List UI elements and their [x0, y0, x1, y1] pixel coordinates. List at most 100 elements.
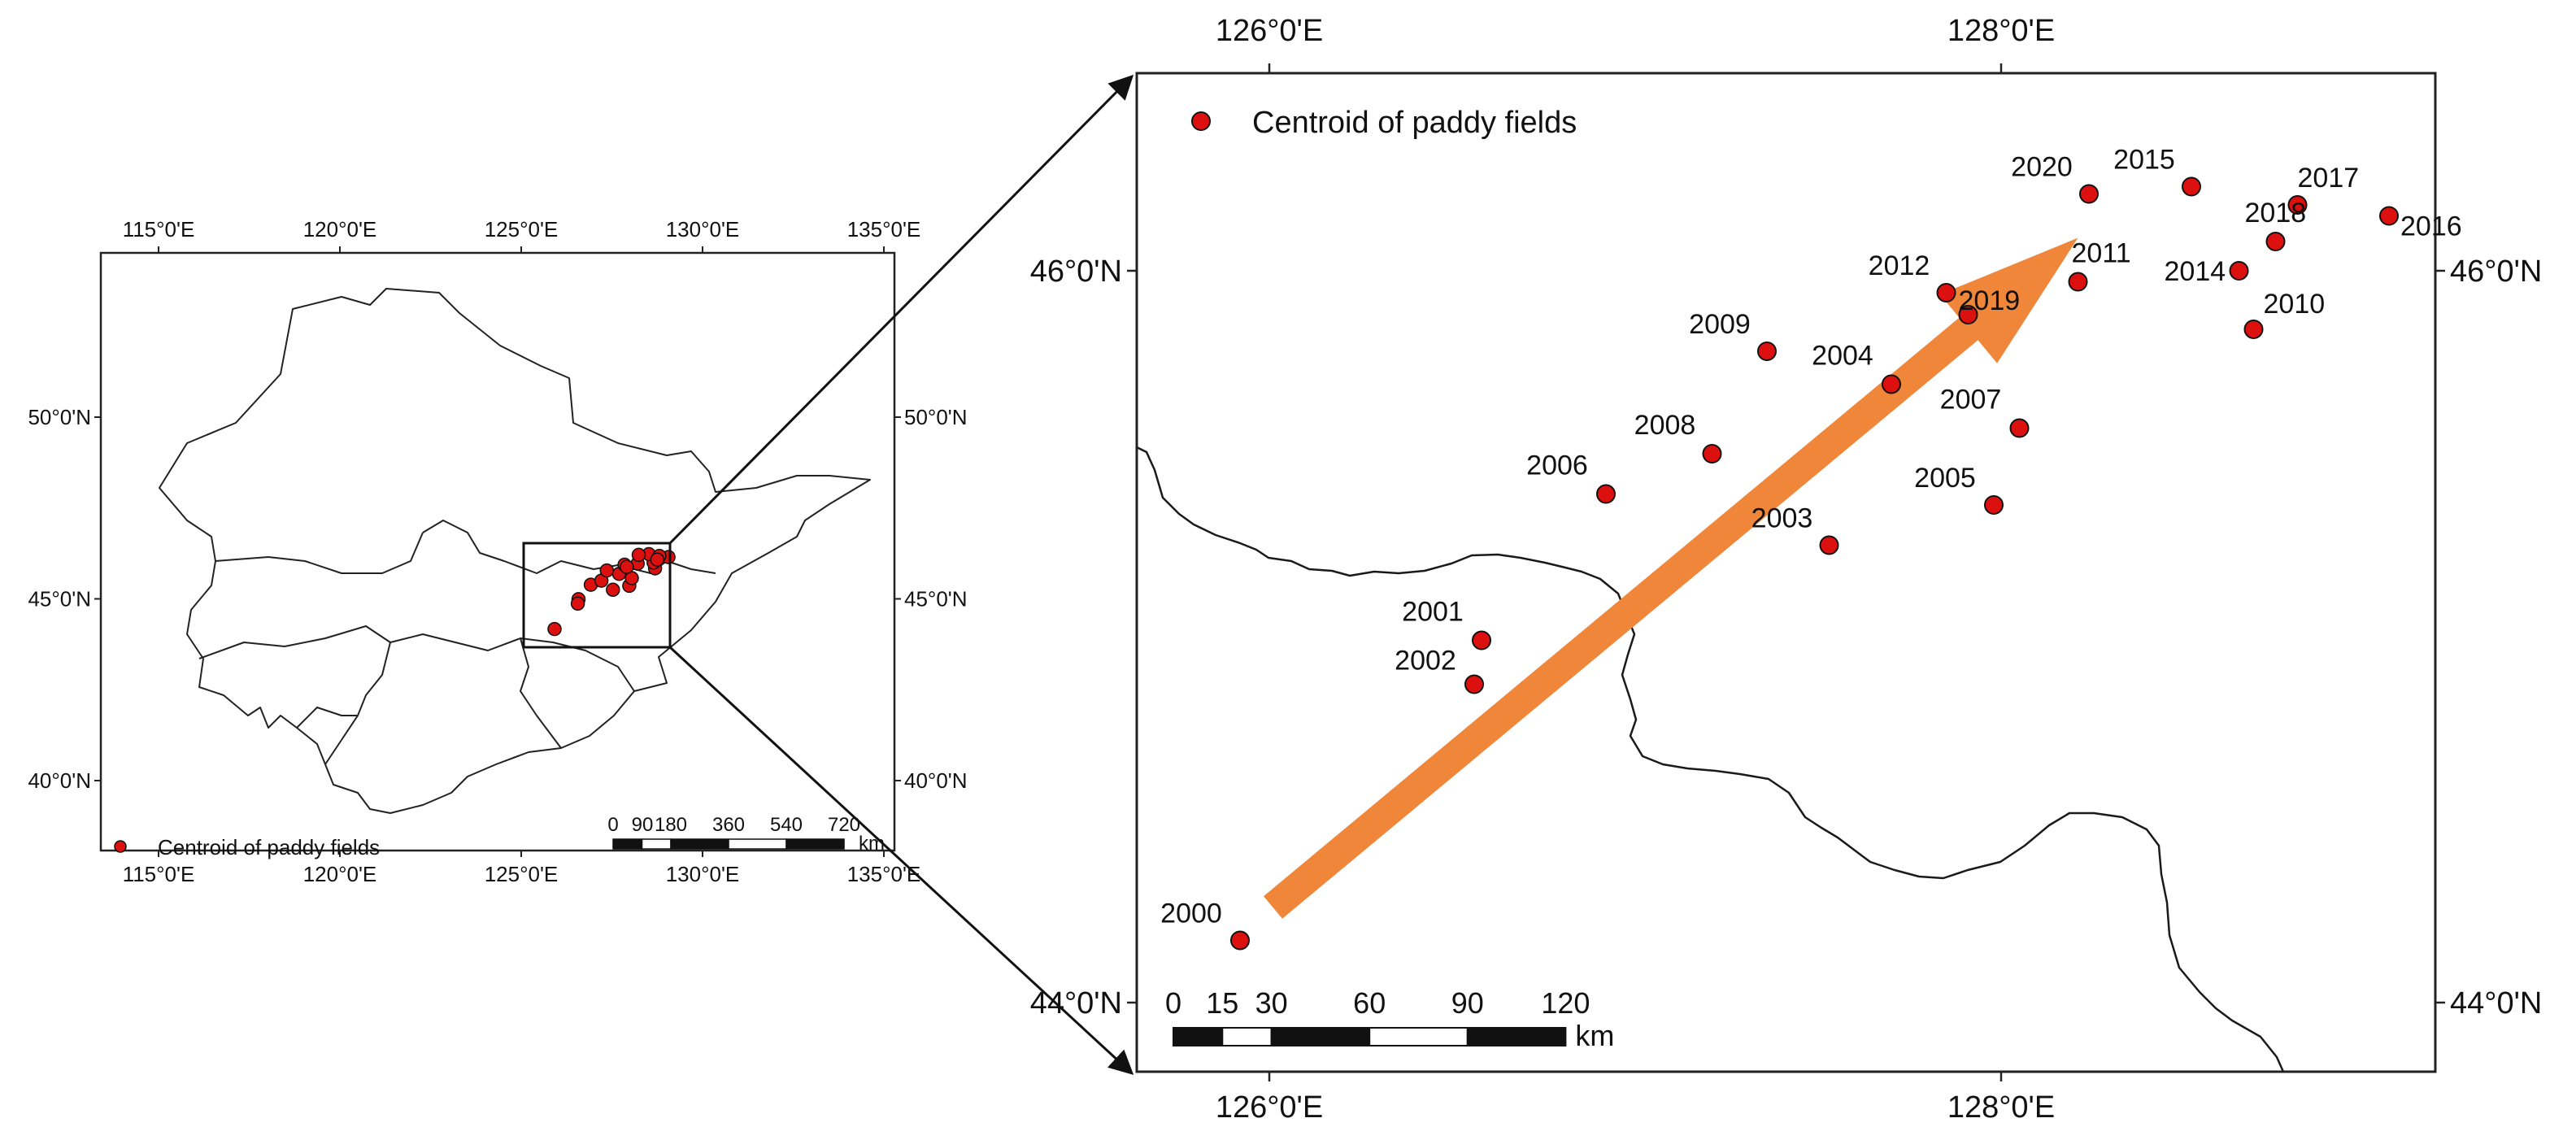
centroid-point-2004 — [1882, 374, 1901, 394]
overview-bottom-lon-label: 125°0'E — [485, 862, 559, 886]
overview-top-lon-label: 115°0'E — [123, 217, 195, 241]
overview-centroid-point — [606, 582, 620, 598]
centroid-year-label: 2000 — [1160, 899, 1222, 929]
detail-left-lat-label: 46°0'N — [1030, 255, 1122, 289]
overview-right-lat-label: 40°0'N — [904, 768, 968, 793]
detail-legend-symbol — [1191, 111, 1211, 131]
overview-right-lat-label: 45°0'N — [904, 587, 968, 611]
overview-top-lon-label: 130°0'E — [666, 217, 740, 241]
centroid-year-label: 2015 — [2113, 145, 2175, 176]
detail-top-lon-label: 128°0'E — [1947, 14, 2055, 48]
zoom-connector-bottom — [668, 646, 1134, 1076]
overview-bottom-lon-label: 120°0'E — [303, 862, 377, 886]
centroid-point-2001 — [1472, 630, 1491, 650]
detail-bottom-lon-label: 128°0'E — [1947, 1090, 2055, 1125]
overview-bottom-lon-label: 115°0'E — [123, 862, 195, 886]
overview-centroid-point — [547, 621, 562, 637]
centroid-year-label: 2009 — [1689, 309, 1751, 340]
overview-scale-segment — [612, 838, 643, 850]
centroid-year-label: 2001 — [1402, 597, 1464, 628]
centroid-point-2008 — [1702, 444, 1722, 463]
centroid-year-label: 2017 — [2298, 163, 2360, 194]
overview-inner-boundary-5 — [520, 637, 562, 749]
overview-legend: Centroid of paddy fields — [114, 835, 380, 859]
overview-legend-label: Centroid of paddy fields — [158, 835, 380, 859]
detail-scale-label: 0 — [1165, 986, 1181, 1020]
centroid-year-label: 2011 — [2072, 238, 2131, 269]
overview-inner-boundary-3 — [198, 625, 635, 692]
overview-centroid-point — [620, 559, 634, 574]
overview-scale-label: 90 — [632, 814, 654, 836]
centroid-year-label: 2012 — [1869, 250, 1930, 281]
centroid-year-label: 2020 — [2011, 152, 2073, 183]
overview-left-lat-label: 40°0'N — [28, 768, 91, 793]
centroid-year-label: 2016 — [2400, 211, 2462, 242]
centroid-year-label: 2010 — [2264, 289, 2326, 320]
centroid-point-2006 — [1596, 484, 1616, 504]
centroid-point-2015 — [2182, 176, 2201, 197]
overview-top-lon-label: 135°0'E — [847, 217, 921, 241]
detail-scale-label: 15 — [1206, 986, 1238, 1020]
trend-arrow-shape — [1264, 237, 2078, 919]
trend-arrow — [1264, 237, 2078, 919]
centroid-year-label: 2003 — [1751, 503, 1813, 534]
overview-left-lat-label: 50°0'N — [28, 405, 91, 429]
overview-region-outline — [159, 288, 871, 814]
overview-scale-label: 0 — [607, 814, 618, 836]
overview-legend-symbol — [114, 840, 127, 853]
centroid-point-2012 — [1936, 283, 1956, 302]
detail-scale-segment — [1173, 1027, 1224, 1046]
overview-left-lat-label: 45°0'N — [28, 587, 91, 611]
centroid-year-label: 2014 — [2165, 256, 2226, 287]
centroid-year-label: 2004 — [1812, 341, 1873, 372]
centroid-point-2002 — [1464, 674, 1484, 694]
overview-centroid-point — [631, 547, 646, 563]
centroid-year-label: 2006 — [1526, 450, 1588, 481]
detail-legend-label: Centroid of paddy fields — [1252, 106, 1577, 140]
overview-scale-unit: km — [859, 833, 885, 855]
overview-scale-segment — [641, 838, 672, 850]
centroid-year-label: 2008 — [1634, 410, 1696, 441]
detail-scale-segment — [1368, 1027, 1469, 1046]
centroid-point-2000 — [1230, 930, 1250, 951]
centroid-year-label: 2005 — [1914, 463, 1976, 494]
detail-top-lon-label: 126°0'E — [1216, 14, 1323, 48]
detail-right-lat-label: 46°0'N — [2450, 255, 2542, 289]
detail-map: 2000 2001 2002 2003 2004 2005 2006 2007 2008 2009… — [1030, 14, 2543, 1125]
overview-centroid-points — [547, 546, 676, 637]
centroid-year-label: 2002 — [1395, 646, 1456, 677]
overview-centroid-point — [570, 596, 585, 611]
overview-centroid-point — [599, 563, 615, 578]
overview-scale-label: 360 — [712, 814, 745, 836]
detail-scale-label: 90 — [1451, 986, 1484, 1020]
overview-right-ticks: 50°0'N 45°0'N 40°0'N — [894, 405, 968, 793]
overview-scale-segment — [728, 838, 787, 850]
detail-scale-label: 120 — [1541, 986, 1590, 1020]
detail-scale-label: 30 — [1255, 986, 1288, 1020]
detail-scale-segment — [1466, 1027, 1567, 1046]
centroid-point-2018 — [2265, 232, 2286, 251]
overview-map-frame — [99, 251, 896, 852]
detail-centroid-points: 2000 2001 2002 2003 2004 2005 2006 2007 2008 2009… — [1160, 145, 2462, 951]
overview-centroid-point — [650, 552, 665, 567]
detail-right-lat-label: 44°0'N — [2450, 986, 2542, 1020]
detail-top-ticks: 126°0'E 128°0'E — [1216, 14, 2055, 73]
centroid-point-2005 — [1984, 495, 2004, 515]
overview-extent-box — [522, 542, 672, 649]
detail-boundary-main — [1136, 446, 2285, 1073]
detail-left-lat-label: 44°0'N — [1030, 986, 1122, 1020]
detail-bottom-ticks: 126°0'E 128°0'E — [1216, 1072, 2055, 1125]
detail-left-ticks: 46°0'N 44°0'N — [1030, 255, 1137, 1020]
centroid-point-2017 — [2287, 195, 2308, 215]
detail-scale-label: 60 — [1353, 986, 1386, 1020]
overview-scale-label: 540 — [770, 814, 803, 836]
overview-left-ticks: 50°0'N 45°0'N 40°0'N — [28, 405, 101, 793]
detail-province-boundaries — [1136, 446, 2285, 1073]
centroid-point-2010 — [2243, 320, 2264, 339]
overview-top-ticks: 115°0'E 120°0'E 125°0'E 130°0'E 135°0'E — [123, 217, 921, 253]
overview-bottom-ticks: 115°0'E 120°0'E 125°0'E 130°0'E 135°0'E — [123, 851, 920, 886]
